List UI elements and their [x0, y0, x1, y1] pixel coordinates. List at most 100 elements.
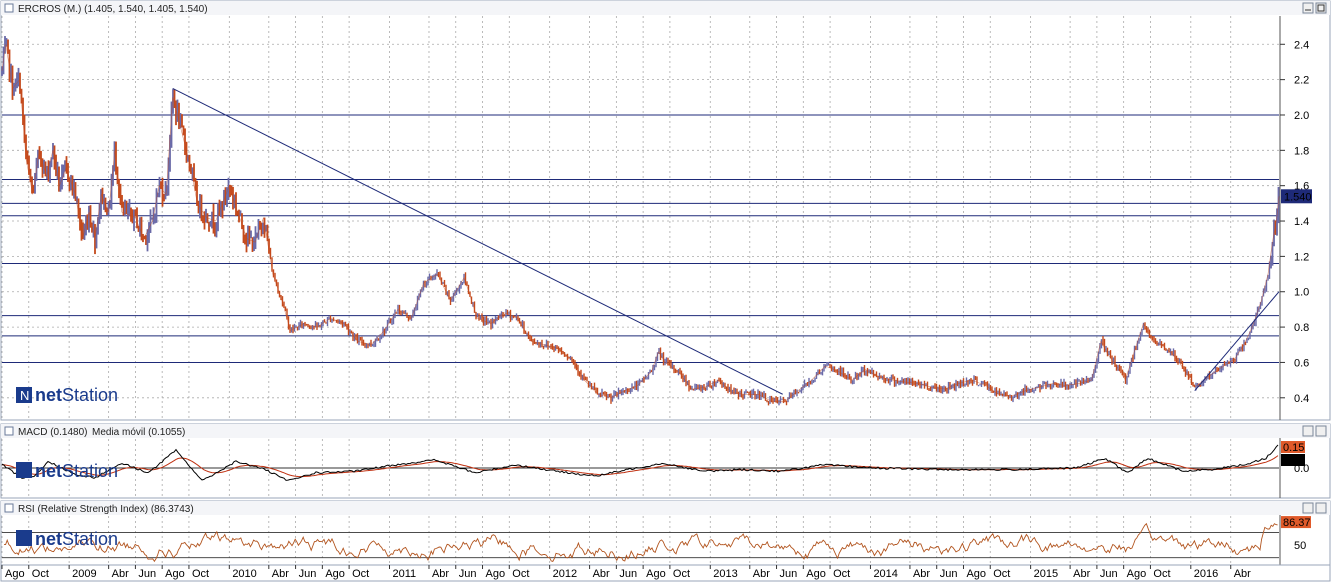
rsi-maximize-icon[interactable] — [1315, 502, 1327, 514]
macd-maximize-icon[interactable] — [1315, 425, 1327, 437]
macd-line — [1, 444, 1279, 481]
x-tick-label: 2016 — [1194, 568, 1218, 580]
y-tick-label: 1.0 — [1294, 287, 1309, 299]
rsi-menu-icon[interactable] — [4, 503, 14, 513]
trendline — [1194, 291, 1280, 392]
y-tick-label: 1.4 — [1294, 216, 1309, 228]
rsi-value-labels: 86.37 — [1281, 516, 1311, 529]
x-tick-label: 2014 — [873, 568, 897, 580]
x-tick-label: Oct — [833, 568, 850, 580]
x-tick-labels: Ago Oct 2009 Abr Jun Ago Oct 2010 Abr Jun Ago Oct 20… — [1, 565, 1251, 580]
x-tick-label: Abr — [593, 568, 610, 580]
x-tick-label: Ago — [486, 568, 506, 580]
x-tick-label: Jun — [780, 568, 798, 580]
rsi-title: RSI (Relative Strength Index) (86.3743) — [18, 504, 194, 515]
x-tick-label: Abr — [1073, 568, 1090, 580]
maximize-icon-glyph — [1317, 4, 1325, 12]
logo-net: net — [35, 385, 62, 405]
x-tick-label: Jun — [1100, 568, 1118, 580]
price-panel: ERCROS (M.) (1.405, 1.540, 1.405, 1.540)… — [0, 0, 1331, 421]
x-tick-label: Oct — [673, 568, 690, 580]
netstation-logo-rsi-icon — [16, 530, 32, 546]
x-tick-label: 2015 — [1034, 568, 1058, 580]
x-tick-label: Abr — [112, 568, 129, 580]
y-tick-label: 0.8 — [1294, 322, 1309, 334]
x-tick-label: Oct — [1153, 568, 1170, 580]
y-tick-label: 0.6 — [1294, 357, 1309, 369]
x-tick-label: Abr — [913, 568, 930, 580]
signal-value-label: 0.11 — [1283, 455, 1304, 467]
price-y-ticks: 2.42.22.01.81.61.41.21.00.80.60.4 — [1280, 39, 1309, 405]
x-tick-label: Abr — [432, 568, 449, 580]
last-price-tag-bg — [1281, 189, 1312, 204]
last-price-label: 1.540 — [1284, 191, 1312, 203]
x-tick-label: Ago — [1127, 568, 1147, 580]
logo-station: Station — [62, 461, 118, 481]
price-panel-title: ERCROS (M.) (1.405, 1.540, 1.405, 1.540) — [18, 4, 208, 15]
y-tick-label: 2.0 — [1294, 110, 1309, 122]
netstation-logo-text: netStation — [35, 385, 118, 405]
macd-value-bg — [1281, 441, 1305, 453]
macd-series — [1, 444, 1279, 481]
x-tick-label: Ago — [646, 568, 666, 580]
rsi-grid: 50 — [1, 516, 1306, 564]
x-tick-label: Oct — [32, 568, 49, 580]
x-tick-label: 2009 — [72, 568, 96, 580]
x-tick-label: Ago — [5, 568, 25, 580]
y-tick-label: 2.2 — [1294, 75, 1309, 87]
macd-panel: MACD (0.1480) Media móvil (0.1055) 0.0 0… — [0, 423, 1331, 499]
logo-net: net — [35, 529, 62, 549]
rsi-y-tick: 50 — [1294, 540, 1306, 552]
support-resistance-lines — [2, 114, 1279, 363]
x-tick-label: Jun — [459, 568, 477, 580]
maximize-icon[interactable] — [1315, 2, 1327, 14]
macd-menu-icon[interactable] — [4, 426, 14, 436]
x-tick-label: 2012 — [553, 568, 577, 580]
y-tick-label: 1.2 — [1294, 251, 1309, 263]
x-tick-label: 2013 — [713, 568, 737, 580]
x-tick-label: Jun — [138, 568, 156, 580]
y-tick-label: 2.4 — [1294, 39, 1309, 51]
x-tick-label: 2011 — [392, 568, 416, 580]
x-tick-label: Abr — [1234, 568, 1251, 580]
x-tick-label: Ago — [325, 568, 345, 580]
netstation-logo-macd: netStation — [16, 461, 118, 481]
x-tick-label: Jun — [619, 568, 637, 580]
x-tick-label: Oct — [512, 568, 529, 580]
macd-value-labels: 0.150.11 — [1281, 441, 1305, 467]
rsi-value-bg — [1281, 516, 1311, 529]
minimize-icon[interactable] — [1302, 2, 1314, 14]
x-tick-label: Abr — [272, 568, 289, 580]
netstation-logo-rsi-text: netStation — [35, 529, 118, 549]
logo-net: net — [35, 461, 62, 481]
x-tick-label: Jun — [940, 568, 958, 580]
x-tick-label: Abr — [753, 568, 770, 580]
trendlines — [172, 88, 1280, 395]
x-tick-label: Jun — [299, 568, 317, 580]
netstation-logo-icon — [16, 387, 32, 403]
netstation-logo-macd-icon — [16, 462, 32, 478]
netstation-logo-macd-text: netStation — [35, 461, 118, 481]
rsi-panel: RSI (Relative Strength Index) (86.3743) … — [0, 500, 1331, 566]
logo-station: Station — [62, 529, 118, 549]
y-tick-label: 1.8 — [1294, 145, 1309, 157]
rsi-series — [4, 522, 1278, 563]
price-line — [1, 44, 1280, 402]
macd-minimize-icon[interactable] — [1302, 425, 1314, 437]
x-tick-label: Ago — [806, 568, 826, 580]
price-panel-header — [1, 1, 1330, 15]
last-price-tag: 1.540 — [1281, 189, 1312, 204]
netstation-logo-glyph: N — [20, 388, 29, 403]
macd-ma-title: Media móvil (0.1055) — [92, 427, 185, 438]
panel-menu-icon[interactable] — [4, 3, 14, 13]
macd-value-label: 0.15 — [1283, 442, 1304, 454]
x-tick-label: Ago — [966, 568, 986, 580]
macd-title: MACD (0.1480) — [18, 427, 87, 438]
netstation-logo-rsi: netStation — [16, 529, 118, 549]
signal-value-bg — [1281, 454, 1305, 466]
x-axis: Ago Oct 2009 Abr Jun Ago Oct 2010 Abr Jun Ago Oct 20… — [0, 564, 1331, 582]
x-tick-label: Ago — [165, 568, 185, 580]
rsi-minimize-icon[interactable] — [1302, 502, 1314, 514]
